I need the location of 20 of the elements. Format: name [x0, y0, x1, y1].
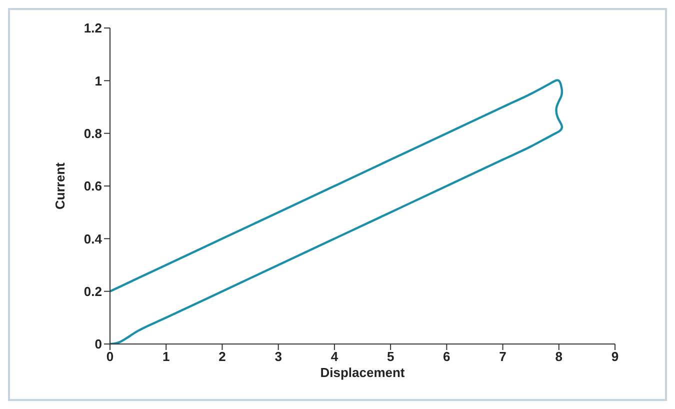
y-tick-label: 0.6	[84, 178, 102, 194]
x-tick-label: 0	[106, 349, 114, 364]
y-tick-label: 0.4	[84, 231, 103, 246]
x-tick-label: 7	[499, 349, 506, 364]
y-tick-label: 0.8	[84, 126, 102, 141]
x-tick-label: 4	[330, 349, 339, 364]
y-tick-label: 1	[94, 73, 102, 88]
x-tick-label: 5	[386, 349, 394, 364]
y-tick-label: 0	[94, 336, 102, 352]
x-tick-label: 6	[443, 349, 450, 364]
x-tick-label: 9	[611, 349, 619, 364]
line-series	[110, 80, 564, 344]
x-tick-label: 3	[274, 349, 282, 364]
x-tick-label: 2	[218, 349, 226, 364]
x-axis-title: Displacement	[320, 365, 406, 380]
y-tick-label: 0.2	[84, 284, 102, 299]
x-tick-label: 8	[555, 349, 563, 364]
y-axis-title: Current	[52, 162, 68, 210]
y-tick-label: 1.2	[84, 20, 102, 36]
x-tick-label: 1	[162, 349, 170, 364]
